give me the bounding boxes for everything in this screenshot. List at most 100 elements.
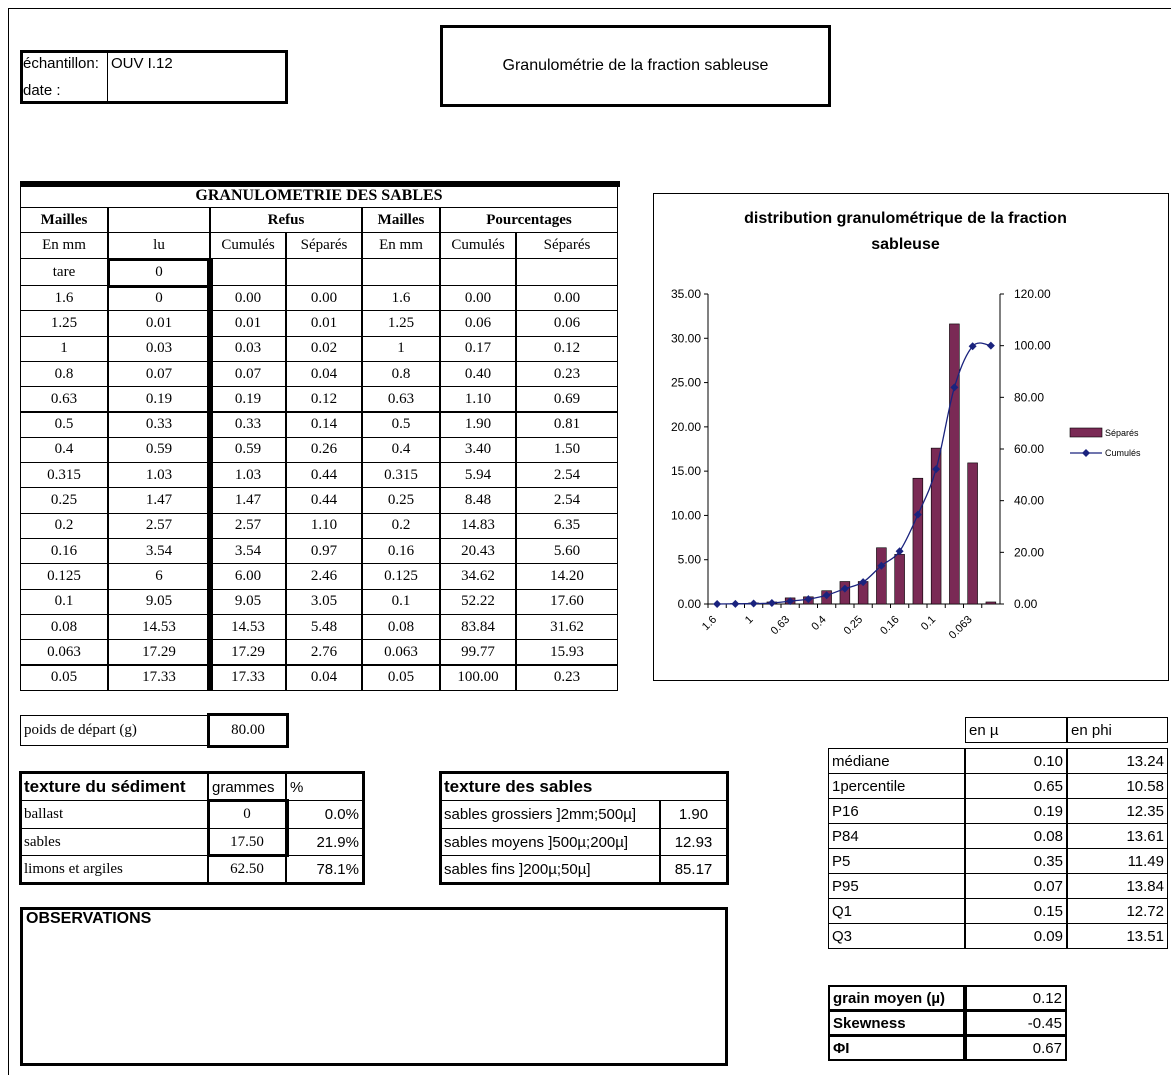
header-blank <box>108 207 210 233</box>
summary-cell: 0.12 <box>965 985 1067 1011</box>
table-cell: 0.1 <box>20 588 108 615</box>
point <box>877 561 886 570</box>
stats-cell: P95 <box>828 873 965 899</box>
x-tick-label: 0.25 <box>842 614 866 638</box>
table-cell: 0.07 <box>108 360 210 388</box>
tare-cell: tare <box>20 258 108 286</box>
y-tick-label: 15.00 <box>671 464 701 478</box>
table-cell: 0.25 <box>362 487 440 514</box>
bar <box>894 554 905 605</box>
table-cell: 17.29 <box>108 639 210 666</box>
chart-frame <box>653 193 1169 681</box>
table-cell: 0.315 <box>362 462 440 489</box>
header-top: Pourcentages <box>440 207 618 233</box>
table-cell: 9.05 <box>108 588 210 615</box>
table-cell: 0.16 <box>20 538 108 565</box>
table-cell: 0.25 <box>20 487 108 514</box>
stats-cell: 11.49 <box>1067 848 1168 874</box>
table-cell: 3.54 <box>108 538 210 565</box>
stats-cell: 13.61 <box>1067 823 1168 849</box>
header-top: Mailles <box>362 207 440 233</box>
table-cell: 0.06 <box>516 310 618 337</box>
weight-value: 80.00 <box>208 715 288 746</box>
sand-cell: sables moyens ]500µ;200µ] <box>440 827 660 857</box>
table-cell: 0.40 <box>440 360 516 388</box>
point <box>786 597 795 606</box>
table-cell: 0.81 <box>516 411 618 438</box>
table-cell: 0.17 <box>440 335 516 362</box>
date-label: date : <box>23 81 61 99</box>
point <box>749 599 758 608</box>
table-cell: 15.93 <box>516 639 618 666</box>
bar <box>876 547 887 605</box>
table-cell: 1 <box>20 335 108 362</box>
point <box>913 510 922 519</box>
table-cell: 0.06 <box>440 310 516 337</box>
table-cell: 2.57 <box>210 512 286 539</box>
point <box>932 465 941 474</box>
sand-cell: sables grossiers ]2mm;500µ] <box>440 800 660 829</box>
header-top: Refus <box>210 207 362 233</box>
table-cell: 2.76 <box>286 639 362 666</box>
y-tick-label: 5.00 <box>678 553 702 567</box>
divider <box>107 50 108 104</box>
table-cell: 5.94 <box>440 462 516 489</box>
table-cell: 0.063 <box>20 639 108 666</box>
table-cell: 5.60 <box>516 538 618 565</box>
table-cell: 0.97 <box>286 538 362 565</box>
sand-cell: sables fins ]200µ;50µ] <box>440 855 660 885</box>
table-cell: 0.00 <box>210 285 286 312</box>
header-sub: lu <box>108 232 210 259</box>
table-cell: 2.57 <box>108 512 210 539</box>
summary-cell: 0.67 <box>965 1035 1067 1061</box>
bar <box>930 447 942 605</box>
header-top: Mailles <box>20 207 108 233</box>
table-cell: 6 <box>108 563 210 590</box>
table-cell: 0.125 <box>20 563 108 590</box>
table-cell: 0.1 <box>362 588 440 615</box>
table-cell: 0.4 <box>20 436 108 464</box>
table-cell: 20.43 <box>440 538 516 565</box>
table-cell: 0.23 <box>516 360 618 388</box>
sand-cell: 12.93 <box>660 827 727 857</box>
stats-cell: 0.15 <box>965 898 1067 924</box>
y2-tick-label: 40.00 <box>1014 494 1044 508</box>
y2-tick-label: 20.00 <box>1014 545 1044 559</box>
table-title: GRANULOMETRIE DES SABLES <box>20 183 618 208</box>
table-cell: 0.04 <box>286 360 362 388</box>
table-cell: 0.04 <box>286 664 362 691</box>
table-cell: 2.54 <box>516 487 618 514</box>
chart-title: distribution granulométrique de la fract… <box>744 210 1067 253</box>
legend-swatch <box>1082 449 1090 457</box>
table-cell: 3.40 <box>440 436 516 464</box>
table-cell: 1.10 <box>286 512 362 539</box>
y-tick-label: 10.00 <box>671 508 701 522</box>
table-cell: 2.46 <box>286 563 362 590</box>
x-tick-label: 0.1 <box>919 614 938 633</box>
table-cell: 0.14 <box>286 411 362 438</box>
table-cell: 0.01 <box>108 310 210 337</box>
bar <box>912 477 924 605</box>
table-cell: 1.10 <box>440 386 516 413</box>
stats-cell: 13.24 <box>1067 748 1168 774</box>
stats-cell: 0.09 <box>965 923 1067 949</box>
sediment-cell: 17.50 <box>208 827 286 857</box>
sediment-cell: 21.9% <box>286 827 363 857</box>
table-cell: 0.69 <box>516 386 618 413</box>
table-cell: 0.05 <box>20 664 108 691</box>
sediment-cell: limons et argiles <box>20 855 208 885</box>
table-cell: 17.33 <box>108 664 210 691</box>
table-cell: 2.54 <box>516 462 618 489</box>
y2-tick-label: 100.00 <box>1014 339 1051 353</box>
legend-label: Cumulés <box>1105 448 1141 458</box>
table-cell: 0 <box>108 285 210 312</box>
stats-cell: 0.19 <box>965 798 1067 824</box>
point <box>731 599 740 608</box>
table-cell: 0.16 <box>362 538 440 565</box>
stats-cell: P84 <box>828 823 965 849</box>
y-tick-label: 30.00 <box>671 331 701 345</box>
table-cell: 6.35 <box>516 512 618 539</box>
bar <box>985 601 997 605</box>
x-tick-label: 0.63 <box>769 614 793 638</box>
